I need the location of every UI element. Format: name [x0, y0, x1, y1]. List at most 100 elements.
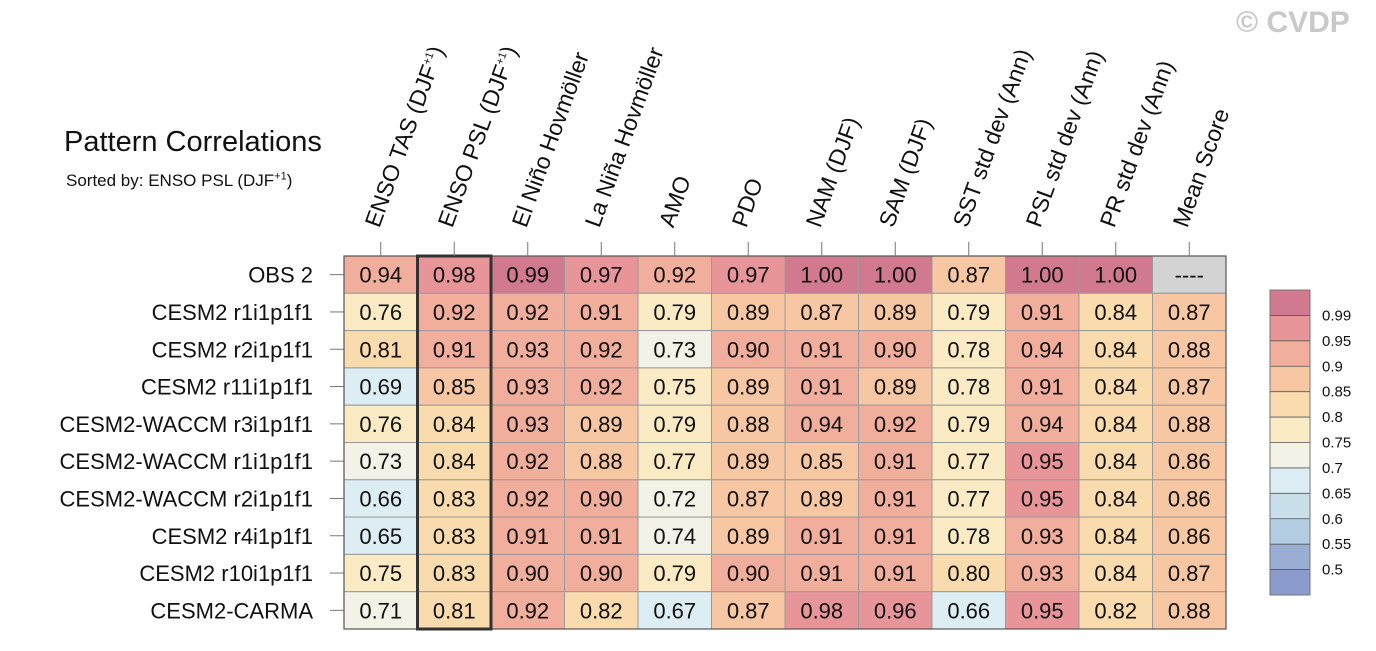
cell-value: 0.93: [506, 375, 549, 400]
cell-value: 0.79: [653, 300, 696, 325]
heatmap-cell: [858, 479, 933, 518]
cell-value: 0.95: [1021, 486, 1064, 511]
cell-value: 0.89: [580, 412, 623, 437]
cell-value: 0.92: [506, 486, 549, 511]
cell-value: 0.89: [727, 449, 770, 474]
cell-value: 0.79: [653, 412, 696, 437]
heatmap-cell: [858, 442, 933, 481]
colorbar-label: 0.85: [1322, 384, 1351, 401]
cell-value: 0.75: [359, 561, 402, 586]
cell-value: 0.74: [653, 524, 696, 549]
cell-value: 0.86: [1168, 524, 1211, 549]
heatmap-cell: [417, 479, 492, 518]
heatmap-cell: [931, 553, 1006, 593]
cell-value: 0.84: [1094, 449, 1137, 474]
heatmap-cell: [1152, 367, 1227, 406]
cell-value: 0.91: [800, 375, 843, 400]
heatmap-cell: [931, 591, 1006, 630]
colorbar-label: 0.6: [1322, 511, 1343, 528]
heatmap-cell: [1152, 479, 1227, 518]
colorbar-label: 0.65: [1322, 485, 1351, 502]
cell-value: 0.79: [947, 300, 990, 325]
colorbar-segment: [1270, 290, 1310, 316]
cell-value: 0.88: [580, 449, 623, 474]
cell-value: 0.89: [727, 524, 770, 549]
cell-value: 0.91: [1021, 375, 1064, 400]
heatmap-cell: [931, 404, 1006, 444]
cell-value: 0.94: [800, 412, 843, 437]
heatmap-cell: [784, 330, 859, 369]
cell-value: 0.79: [947, 412, 990, 437]
heatmap-cell: [784, 516, 859, 555]
heatmap-cell: [564, 367, 639, 406]
cell-value: 0.87: [1168, 300, 1211, 325]
cell-value: 0.92: [506, 598, 549, 623]
cell-value: 0.87: [947, 263, 990, 288]
cell-value: 0.91: [874, 524, 917, 549]
cell-value: 0.87: [1168, 561, 1211, 586]
heatmap-cell: [637, 292, 712, 332]
colorbar-segment: [1270, 569, 1310, 595]
cell-value: 0.93: [1021, 524, 1064, 549]
heatmap-cell: [1078, 442, 1153, 481]
cell-value: 0.73: [653, 337, 696, 362]
heatmap-cell: [858, 553, 933, 593]
cell-value: 0.71: [359, 598, 402, 623]
colorbar-segment: [1270, 391, 1310, 418]
heatmap-cell: [711, 553, 786, 593]
cell-value: 0.77: [947, 486, 990, 511]
cell-value: 0.86: [1168, 486, 1211, 511]
heatmap-cell: [1078, 330, 1153, 369]
heatmap-cell: [637, 255, 712, 294]
heatmap-cell: [343, 330, 418, 369]
cell-value: 0.98: [800, 598, 843, 623]
cell-value: 0.91: [800, 561, 843, 586]
cell-value: 0.93: [506, 337, 549, 362]
chart-subtitle: Sorted by: ENSO PSL (DJF+1): [66, 170, 293, 190]
row-label: CESM2-CARMA: [150, 598, 313, 623]
heatmap-cell: [564, 516, 639, 555]
heatmap-cell: [564, 404, 639, 444]
row-label: CESM2 r1i1p1f1: [152, 300, 313, 325]
cell-value: 0.77: [653, 449, 696, 474]
heatmap-cell: [490, 442, 565, 481]
heatmap-cell: [858, 255, 933, 294]
colorbar-label: 0.5: [1322, 562, 1343, 579]
colorbar-segment: [1270, 544, 1310, 570]
heatmap-cell: [343, 591, 418, 630]
heatmap-cell: [637, 479, 712, 518]
heatmap-cell: [1005, 553, 1080, 593]
chart-title: Pattern Correlations: [64, 126, 322, 158]
cell-value: 0.73: [359, 449, 402, 474]
heatmap-cell: [1152, 442, 1227, 481]
colorbar-label: 0.9: [1322, 358, 1343, 375]
cell-value: 0.91: [874, 449, 917, 474]
cell-value: 0.79: [653, 561, 696, 586]
cell-value: 0.84: [1094, 486, 1137, 511]
heatmap-cell: [858, 404, 933, 444]
heatmap-cell: [711, 330, 786, 369]
cell-value: 0.92: [580, 375, 623, 400]
heatmap-cell: [564, 553, 639, 593]
colorbar-segment: [1270, 442, 1310, 468]
heatmap-cell: [711, 292, 786, 332]
heatmap-cell: [564, 591, 639, 630]
cell-value: 1.00: [800, 263, 843, 288]
cell-value: 0.91: [506, 524, 549, 549]
cell-value: 0.87: [727, 598, 770, 623]
heatmap-cell: [1078, 516, 1153, 555]
heatmap-cell: [1152, 553, 1227, 593]
cell-value: 0.85: [433, 375, 476, 400]
cell-value: 0.99: [506, 263, 549, 288]
heatmap-cell: [417, 330, 492, 369]
heatmap-cell: [490, 591, 565, 630]
heatmap-cell: [490, 479, 565, 518]
colorbar-label: 0.95: [1322, 333, 1351, 350]
heatmap-cell: [931, 516, 1006, 555]
cell-value: 0.72: [653, 486, 696, 511]
cell-value: 0.97: [727, 263, 770, 288]
cell-value: 0.83: [433, 486, 476, 511]
cell-value: 0.91: [433, 337, 476, 362]
cell-value: 0.92: [433, 300, 476, 325]
cell-value: 0.78: [947, 337, 990, 362]
